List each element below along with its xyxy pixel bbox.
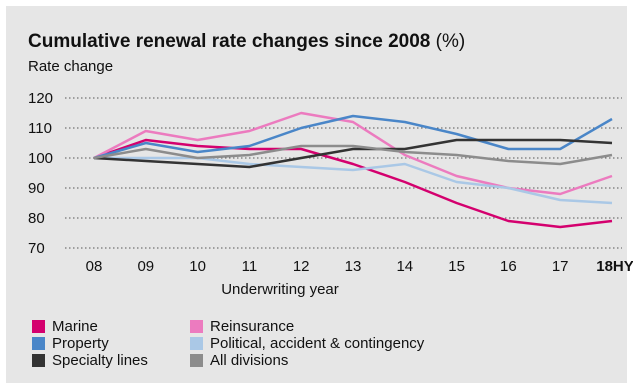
legend-item: All divisions [190,352,520,369]
series-lines [93,111,613,229]
y-axis-label: Rate change [28,58,114,75]
legend-swatch [32,337,45,350]
x-axis-label: Underwriting year [221,281,339,298]
legend-swatch [190,337,203,350]
x-tick-label: 08 [86,258,103,275]
x-tick-label: 14 [396,258,413,275]
legend-label: Reinsurance [210,318,295,335]
y-tick-label: 120 [28,90,53,107]
x-tick-label: 13 [345,258,362,275]
legend-item: Specialty lines [32,352,190,369]
legend-label: Specialty lines [52,352,148,369]
legend-swatch [32,320,45,333]
chart-title-unit: (%) [435,31,466,52]
x-tick-label: 16 [500,258,517,275]
series-line-property [93,114,613,160]
series-line-all-divisions [93,144,613,166]
x-tick-label: 17 [552,258,569,275]
legend-swatch [32,354,45,367]
x-tick-label: 09 [137,258,154,275]
y-tick-labels: 70 80 90 100 110 120 [28,90,53,257]
legend: Marine Reinsurance Property Political, acci… [32,318,592,369]
x-tick-label: 10 [189,258,206,275]
chart-title: Cumulative renewal rate changes since 20… [28,31,465,53]
series-line-political-accident-contingency [94,156,613,205]
series-line-reinsurance [93,111,613,196]
x-tick-label: 11 [242,258,258,275]
x-tick-label: 15 [448,258,465,275]
x-tick-label: 12 [293,258,310,275]
chart-panel [6,6,627,383]
legend-item: Reinsurance [190,318,520,335]
legend-swatch [190,354,203,367]
legend-label: Marine [52,318,98,335]
y-tick-label: 110 [28,120,52,137]
series-line-marine [93,138,613,229]
legend-swatch [190,320,203,333]
x-tick-label: 18HY [596,258,633,275]
y-tick-label: 80 [28,210,45,227]
legend-item: Property [32,335,190,352]
x-tick-labels: 08 09 10 11 12 13 14 15 16 17 18HY [86,258,633,275]
legend-label: Property [52,335,109,352]
y-tick-label: 90 [28,180,45,197]
chart-title-main: Cumulative renewal rate changes since 20… [28,31,431,52]
legend-label: Political, accident & contingency [210,335,425,352]
legend-label: All divisions [210,352,289,369]
y-tick-label: 70 [28,240,45,257]
legend-item: Political, accident & contingency [190,335,520,352]
legend-item: Marine [32,318,190,335]
series-line-specialty-lines [93,138,613,169]
y-tick-label: 100 [28,150,53,167]
